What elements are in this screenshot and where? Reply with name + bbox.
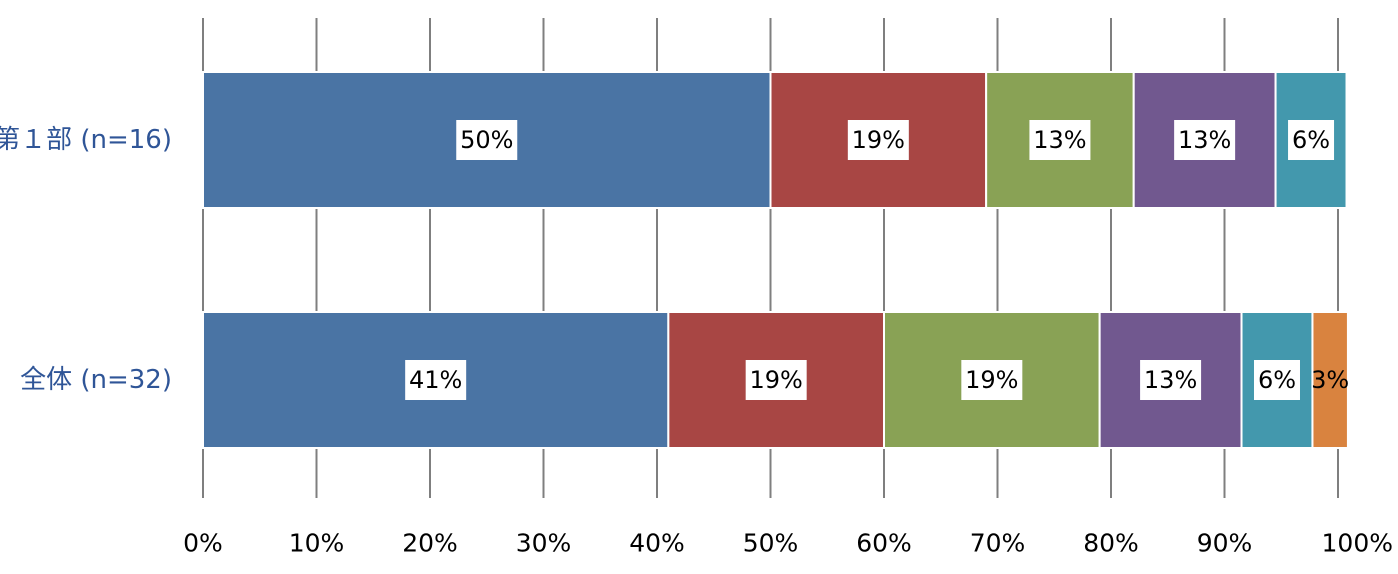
data-label-box: [961, 360, 1023, 400]
data-label: 6%: [1292, 126, 1330, 154]
data-label: 13%: [1144, 366, 1197, 394]
category-label: 第１部 (n=16): [0, 125, 172, 155]
bar-segment: [202, 311, 670, 449]
data-label: 41%: [409, 366, 462, 394]
data-label-box: [1288, 120, 1335, 160]
data-label-box: [456, 120, 518, 160]
data-label-box: [1253, 360, 1300, 400]
data-label: 50%: [460, 126, 513, 154]
data-label-box: [847, 120, 909, 160]
data-label: 19%: [750, 366, 803, 394]
data-label: 19%: [965, 366, 1018, 394]
category-axis: 第１部 (n=16) 全体 (n=32): [0, 125, 172, 395]
x-tick-label: 100%: [1322, 529, 1393, 558]
x-tick-label: 90%: [1197, 529, 1253, 558]
x-tick-label: 0%: [183, 529, 223, 558]
x-tick-label: 80%: [1083, 529, 1139, 558]
x-tick-label: 60%: [856, 529, 912, 558]
data-label: 13%: [1033, 126, 1086, 154]
x-tick-label: 20%: [402, 529, 458, 558]
data-label: 3%: [1311, 366, 1349, 394]
data-label: 19%: [852, 126, 905, 154]
x-tick-label: 10%: [289, 529, 345, 558]
x-tick-label: 40%: [629, 529, 685, 558]
x-tick-label: 70%: [970, 529, 1026, 558]
data-label-box: [405, 360, 467, 400]
data-label-box: [1174, 120, 1236, 160]
data-label: 13%: [1178, 126, 1231, 154]
data-label-box: [1140, 360, 1202, 400]
bar-segment: [667, 311, 885, 449]
data-labels: 50% 19% 13% 13% 6% 41% 19% 19% 13% 6% 3%: [405, 120, 1349, 400]
x-tick-label: 50%: [743, 529, 799, 558]
bar-segment: [1311, 311, 1349, 449]
data-label: 6%: [1258, 366, 1296, 394]
category-label: 全体 (n=32): [20, 365, 172, 395]
value-axis: 0% 10% 20% 30% 40% 50% 60% 70% 80% 90% 100%: [183, 529, 1393, 558]
data-label-box: [1029, 120, 1091, 160]
data-label-box: [745, 360, 807, 400]
x-tick-label: 30%: [516, 529, 572, 558]
